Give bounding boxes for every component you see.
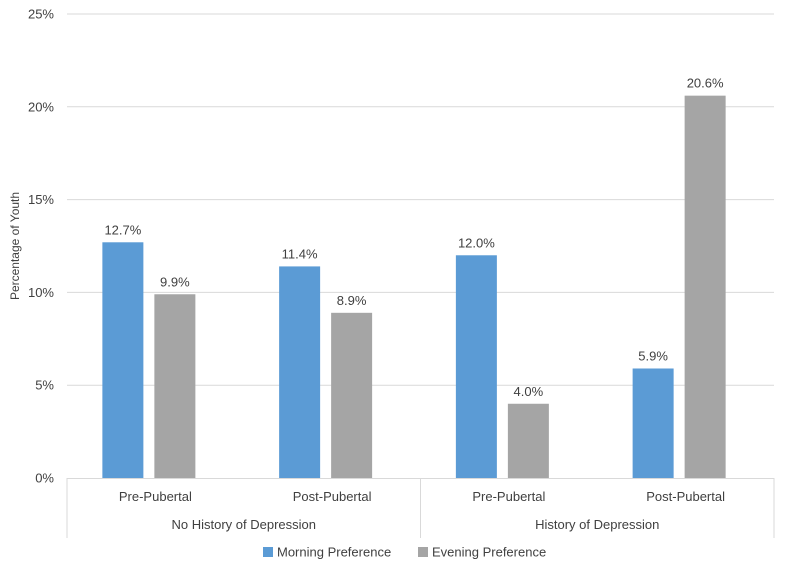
category-axis: Pre-Pubertal Post-Pubertal Pre-Pubertal Pos… bbox=[66, 478, 775, 538]
bar bbox=[632, 368, 674, 478]
y-tick-label: 15% bbox=[28, 192, 54, 207]
data-label: 11.4% bbox=[282, 246, 318, 261]
y-tick-label: 5% bbox=[35, 378, 54, 393]
legend: Morning Preference Evening Preference bbox=[263, 545, 546, 560]
bar bbox=[684, 95, 726, 478]
bar bbox=[455, 255, 497, 478]
y-axis-ticks: 0% 5% 10% 15% 20% 25% bbox=[28, 7, 54, 486]
bar bbox=[279, 266, 321, 478]
data-label: 9.9% bbox=[160, 274, 190, 289]
y-tick-label: 20% bbox=[28, 99, 54, 114]
category-label: Pre-Pubertal bbox=[472, 489, 545, 504]
group-label: History of Depression bbox=[535, 517, 659, 532]
y-tick-label: 25% bbox=[28, 7, 54, 22]
bar bbox=[507, 403, 549, 478]
data-label: 12.0% bbox=[458, 235, 495, 250]
data-label: 8.9% bbox=[337, 293, 367, 308]
y-axis-title: Percentage of Youth bbox=[8, 192, 22, 300]
legend-label: Evening Preference bbox=[432, 545, 546, 560]
bar bbox=[102, 242, 144, 478]
category-label: Post-Pubertal bbox=[293, 489, 372, 504]
bar bbox=[154, 294, 196, 478]
bar bbox=[331, 312, 373, 478]
data-label: 5.9% bbox=[638, 348, 668, 363]
data-labels: 12.7% 9.9% 11.4% 8.9% 12.0% 4.0% 5.9% 20.6% bbox=[104, 76, 724, 399]
legend-swatch bbox=[263, 547, 273, 557]
y-tick-label: 10% bbox=[28, 285, 54, 300]
data-label: 12.7% bbox=[104, 222, 141, 237]
y-tick-label: 0% bbox=[35, 471, 54, 486]
legend-swatch bbox=[418, 547, 428, 557]
legend-label: Morning Preference bbox=[277, 545, 391, 560]
category-label: Post-Pubertal bbox=[646, 489, 725, 504]
data-label: 20.6% bbox=[687, 76, 724, 91]
group-label: No History of Depression bbox=[172, 517, 317, 532]
bars bbox=[102, 95, 726, 478]
category-label: Pre-Pubertal bbox=[119, 489, 192, 504]
data-label: 4.0% bbox=[514, 384, 544, 399]
